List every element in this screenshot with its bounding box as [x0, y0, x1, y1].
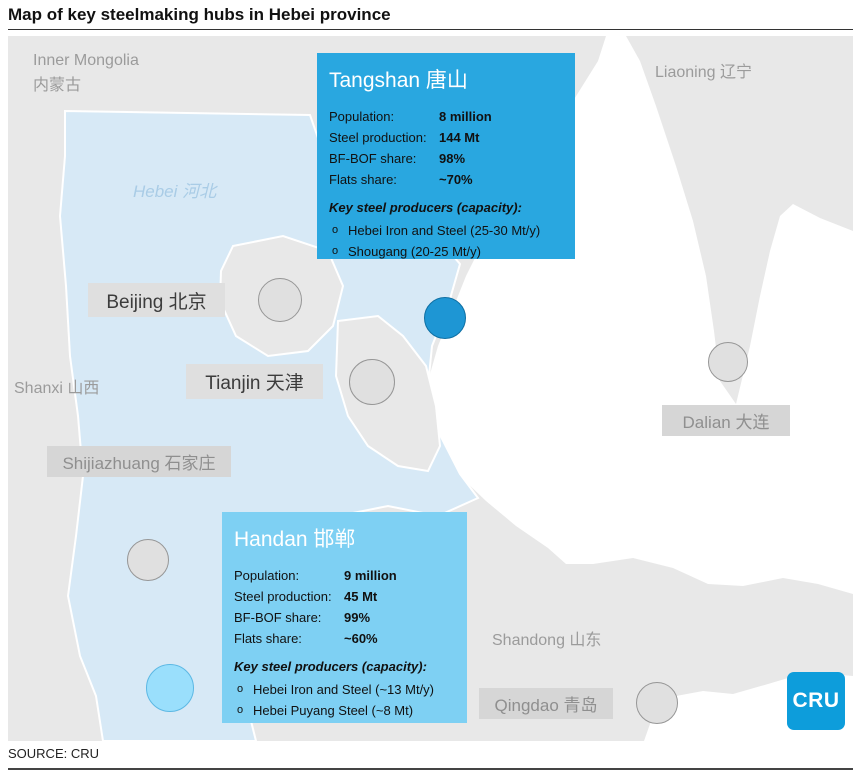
- handan-title: Handan 邯郸: [234, 528, 356, 551]
- tangshan-stat-steel-production: Steel production: 144 Mt: [329, 130, 480, 145]
- city-label-tianjin: Tianjin 天津: [186, 364, 323, 399]
- source-note: SOURCE: CRU: [8, 746, 100, 761]
- liaoning-shape: [626, 36, 853, 404]
- tangshan-producer-item: o Shougang (20-25 Mt/y): [329, 241, 563, 262]
- marker-beijing: [258, 278, 302, 322]
- bullet-marker: o: [237, 683, 244, 695]
- header-divider: [8, 29, 853, 30]
- marker-handan: [146, 664, 194, 712]
- marker-tianjin: [349, 359, 395, 405]
- tangshan-stat-population: Population: 8 million: [329, 109, 492, 124]
- tangshan-stat-flats-share: Flats share: ~70%: [329, 172, 473, 187]
- tangshan-title: Tangshan 唐山: [329, 69, 468, 92]
- marker-shijiazhuang: [127, 539, 169, 581]
- cru-logo-text: CRU: [792, 689, 840, 712]
- bullet-marker: o: [237, 704, 244, 716]
- handan-producer-item: o Hebei Iron and Steel (~13 Mt/y): [234, 679, 455, 700]
- region-label-liaoning: Liaoning 辽宁: [655, 64, 752, 81]
- map-canvas: Inner Mongolia 内蒙古 Liaoning 辽宁 Hebei 河北 …: [8, 36, 853, 741]
- marker-dalian: [708, 342, 748, 382]
- region-label-shanxi: Shanxi 山西: [14, 380, 100, 397]
- page-title: Map of key steelmaking hubs in Hebei pro…: [8, 5, 391, 24]
- city-label-shijiazhuang: Shijiazhuang 石家庄: [47, 446, 231, 477]
- city-label-qingdao: Qingdao 青岛: [479, 688, 613, 719]
- handan-stat-steel-production: Steel production: 45 Mt: [234, 589, 378, 604]
- tangshan-stat-bfbof-share: BF-BOF share: 98%: [329, 151, 466, 166]
- region-label-shandong: Shandong 山东: [492, 632, 602, 649]
- tangshan-info-box: Tangshan 唐山 Population: 8 million Steel p…: [317, 53, 575, 259]
- footer-divider: [8, 768, 853, 770]
- bullet-marker: o: [332, 245, 339, 257]
- handan-producers-heading: Key steel producers (capacity):: [234, 659, 427, 674]
- handan-producer-item: o Hebei Puyang Steel (~8 Mt): [234, 700, 455, 721]
- region-label-inner-mongolia: Inner Mongolia 内蒙古: [33, 52, 139, 94]
- marker-tangshan: [424, 297, 466, 339]
- bullet-marker: o: [332, 224, 339, 236]
- tangshan-producers-heading: Key steel producers (capacity):: [329, 200, 522, 215]
- cru-logo: CRU: [787, 672, 845, 730]
- city-label-beijing: Beijing 北京: [88, 283, 225, 317]
- handan-stat-population: Population: 9 million: [234, 568, 397, 583]
- handan-stat-bfbof-share: BF-BOF share: 99%: [234, 610, 371, 625]
- handan-info-box: Handan 邯郸 Population: 9 million Steel pro…: [222, 512, 467, 723]
- region-label-hebei: Hebei 河北: [133, 182, 217, 201]
- handan-stat-flats-share: Flats share: ~60%: [234, 631, 378, 646]
- city-label-dalian: Dalian 大连: [662, 405, 790, 436]
- marker-qingdao: [636, 682, 678, 724]
- tangshan-producer-item: o Hebei Iron and Steel (25-30 Mt/y): [329, 220, 563, 241]
